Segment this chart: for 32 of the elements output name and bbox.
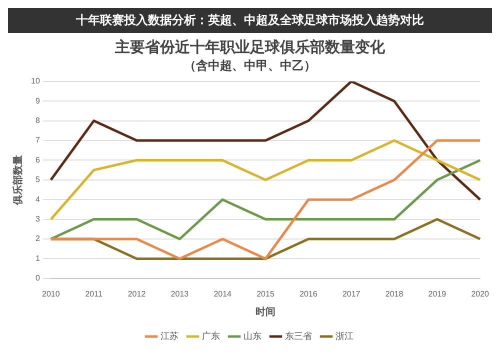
legend-label: 广东: [202, 330, 220, 341]
y-tick-label: 0: [35, 274, 40, 283]
y-tick-label: 8: [35, 116, 40, 126]
y-tick-label: 5: [35, 175, 40, 184]
y-tick-label: 2: [35, 234, 40, 244]
x-tick-label: 2017: [342, 289, 361, 298]
x-axis-title: 时间: [256, 306, 276, 318]
x-tick-label: 2018: [385, 289, 404, 298]
y-tick-label: 1: [35, 254, 40, 263]
y-axis-title: 俱乐部数量: [12, 154, 24, 206]
y-tick-label: 3: [35, 214, 40, 224]
x-tick-label: 2013: [170, 289, 190, 298]
x-tick-label: 2019: [428, 289, 447, 298]
y-tick-label: 7: [35, 136, 40, 145]
y-tick-label: 4: [35, 194, 40, 204]
x-tick-label: 2014: [214, 289, 232, 298]
legend-label: 山东: [243, 330, 262, 341]
x-tick-label: 2016: [300, 289, 318, 298]
y-tick-label: 6: [35, 155, 40, 164]
text: 十年联赛投入数据分析：英超、中超及全球足球市场投入趋势对比: [8, 8, 492, 33]
chart-title: 主要省份近十年职业足球俱乐部数量变化: [114, 38, 386, 56]
legend-label: 东三省: [284, 330, 312, 341]
x-tick-label: 2012: [128, 289, 146, 298]
legend-label: 浙江: [335, 330, 354, 341]
y-tick-label: 10: [30, 76, 40, 86]
y-tick-label: 9: [35, 96, 40, 106]
x-tick-label: 2015: [256, 289, 275, 298]
chart-subtitle: （含中超、中甲、中乙）: [184, 58, 316, 73]
legend-label: 江苏: [160, 330, 178, 341]
x-tick-label: 2020: [471, 289, 490, 298]
x-tick-label: 2011: [85, 289, 103, 298]
x-tick-label: 2010: [42, 289, 60, 298]
